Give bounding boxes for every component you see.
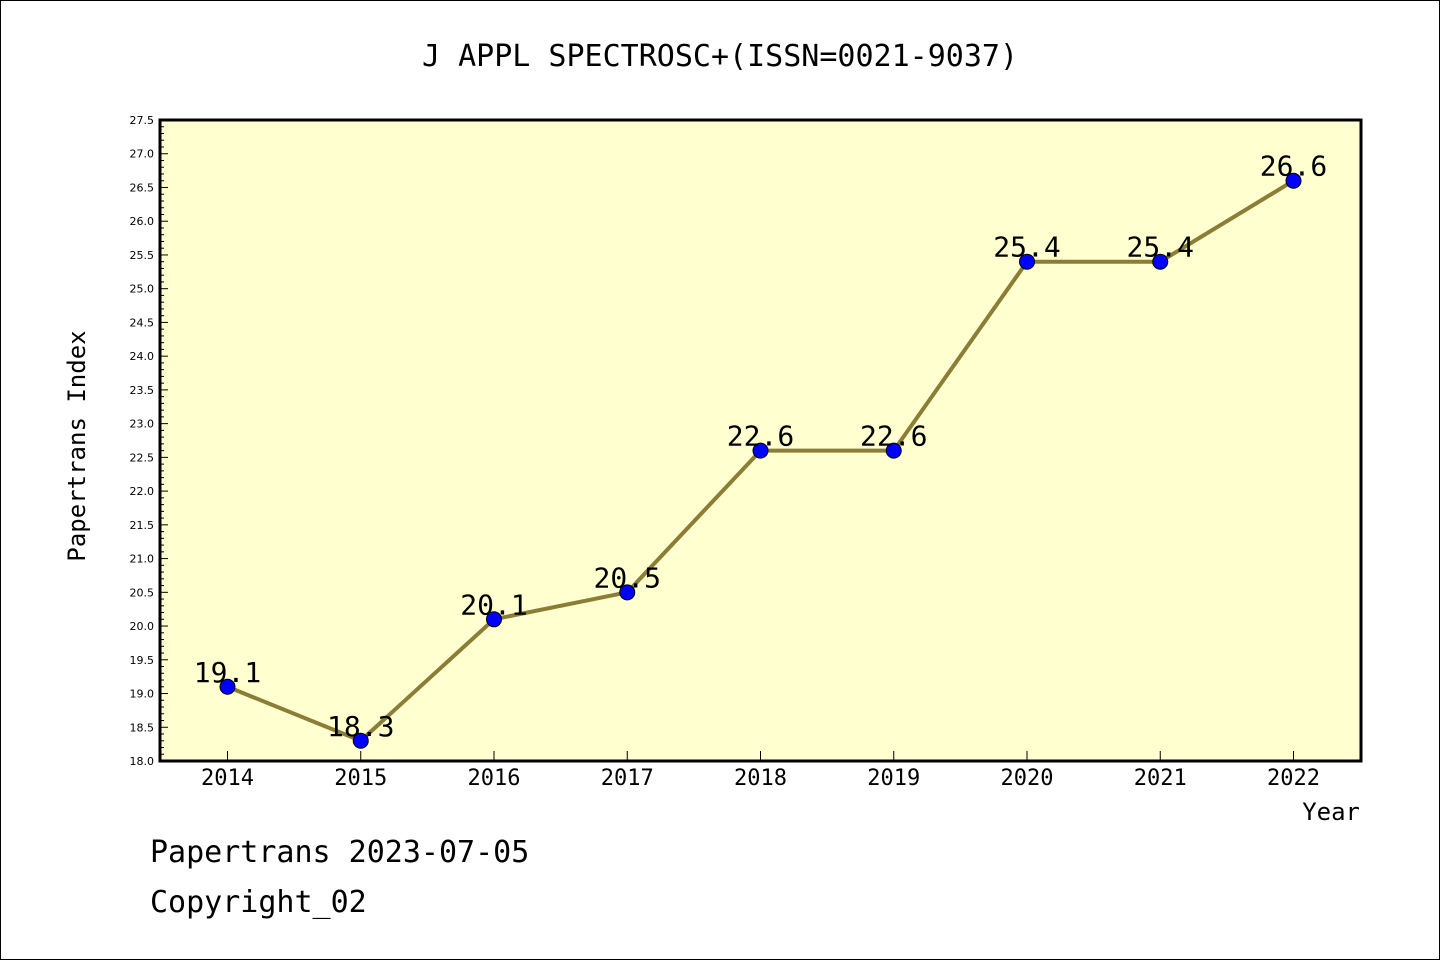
footer-date: Papertrans 2023-07-05 [150, 835, 530, 870]
data-label: 22.6 [860, 420, 927, 453]
data-point-marker [352, 732, 369, 749]
data-label: 18.3 [327, 710, 394, 743]
plot-area [158, 118, 1363, 763]
y-tick-label: 20.5 [130, 586, 155, 599]
y-tick-label: 25.0 [130, 283, 155, 296]
y-tick-label: 21.0 [130, 553, 155, 566]
y-tick-label: 23.5 [130, 384, 155, 397]
y-tick-label: 23.0 [130, 418, 155, 431]
data-label: 25.4 [993, 231, 1060, 264]
x-tick-label: 2017 [601, 766, 654, 791]
x-tick-label: 2022 [1267, 766, 1320, 791]
y-axis-label: Papertrans Index [63, 330, 91, 561]
y-tick-label: 19.5 [130, 654, 155, 667]
data-label: 25.4 [1127, 231, 1194, 264]
data-point-marker [1285, 172, 1302, 189]
x-tick-label: 2014 [201, 766, 254, 791]
y-tick-label: 24.5 [130, 316, 155, 329]
data-label: 19.1 [194, 656, 261, 689]
data-label: 20.5 [594, 561, 661, 594]
y-tick-label: 26.0 [130, 215, 155, 228]
y-tick-label: 19.0 [130, 688, 155, 701]
y-tick-label: 18.0 [130, 755, 155, 768]
y-tick-label: 24.0 [130, 350, 155, 363]
y-axis: 18.0 18.5 19.0 19.5 20.0 20.5 21.0 21.5 22.0 22.5… [130, 114, 168, 768]
x-tick-label: 2020 [1001, 766, 1054, 791]
y-tick-label: 27.5 [130, 114, 155, 127]
data-point-marker [885, 442, 902, 459]
data-point-marker [486, 611, 502, 628]
footer-copyright: Copyright_02 [150, 885, 367, 920]
data-series [219, 172, 1302, 749]
y-tick-label: 22.5 [130, 451, 155, 464]
data-label: 20.1 [460, 588, 527, 621]
x-tick-label: 2021 [1134, 766, 1187, 791]
data-label: 22.6 [727, 420, 794, 453]
chart-title: J APPL SPECTROSC+(ISSN=0021-9037) [422, 39, 1018, 74]
x-tick-label: 2015 [334, 766, 387, 791]
data-point-marker [219, 678, 236, 695]
y-tick-label: 18.5 [130, 721, 155, 734]
data-label: 26.6 [1260, 150, 1327, 183]
data-point-marker [752, 442, 769, 459]
y-tick-label: 25.5 [130, 249, 155, 262]
x-tick-label: 2016 [468, 766, 521, 791]
x-tick-label: 2019 [867, 766, 920, 791]
y-tick-label: 21.5 [130, 519, 155, 532]
data-point-marker [1019, 253, 1035, 270]
y-tick-label: 20.0 [130, 620, 155, 633]
data-labels: 19.1 18.3 20.1 20.5 22.6 22.6 25.4 25.4 26.6 [194, 150, 1327, 743]
y-tick-label: 27.0 [130, 148, 155, 161]
x-tick-label: 2018 [734, 766, 787, 791]
data-point-marker [619, 584, 636, 601]
x-axis: 2014 2015 2016 2017 2018 2019 2020 2021 2022 [201, 751, 1320, 791]
data-point-marker [1152, 253, 1169, 270]
y-tick-label: 26.5 [130, 181, 155, 194]
x-axis-label: Year [1302, 798, 1360, 826]
y-tick-label: 22.0 [130, 485, 155, 498]
